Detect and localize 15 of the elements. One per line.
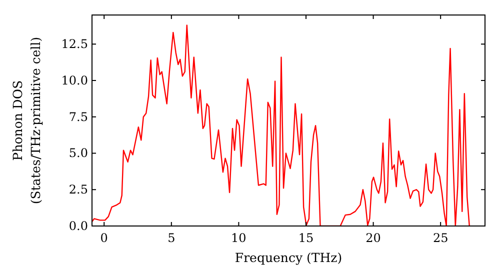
- y-axis-title: Phonon DOS (States/THz·primitive cell): [10, 36, 43, 204]
- x-tick-label: 25: [432, 231, 448, 245]
- y-tick-label: 7.5: [68, 110, 88, 124]
- line-series: [92, 24, 470, 226]
- x-tick-label: 15: [298, 231, 314, 245]
- y-tick-label: 10.0: [61, 73, 88, 88]
- y-tick-label: 0.0: [68, 219, 88, 233]
- y-tick-label: 12.5: [61, 37, 88, 52]
- x-tick-label: 5: [168, 231, 176, 245]
- x-tick-label: 10: [231, 231, 246, 245]
- x-tick-label: 0: [100, 231, 108, 245]
- x-tick-label: 20: [366, 231, 381, 245]
- y-tick-label: 2.5: [68, 182, 88, 197]
- x-axis-title: Frequency (THz): [234, 250, 342, 265]
- y-tick-label: 5.0: [68, 146, 88, 160]
